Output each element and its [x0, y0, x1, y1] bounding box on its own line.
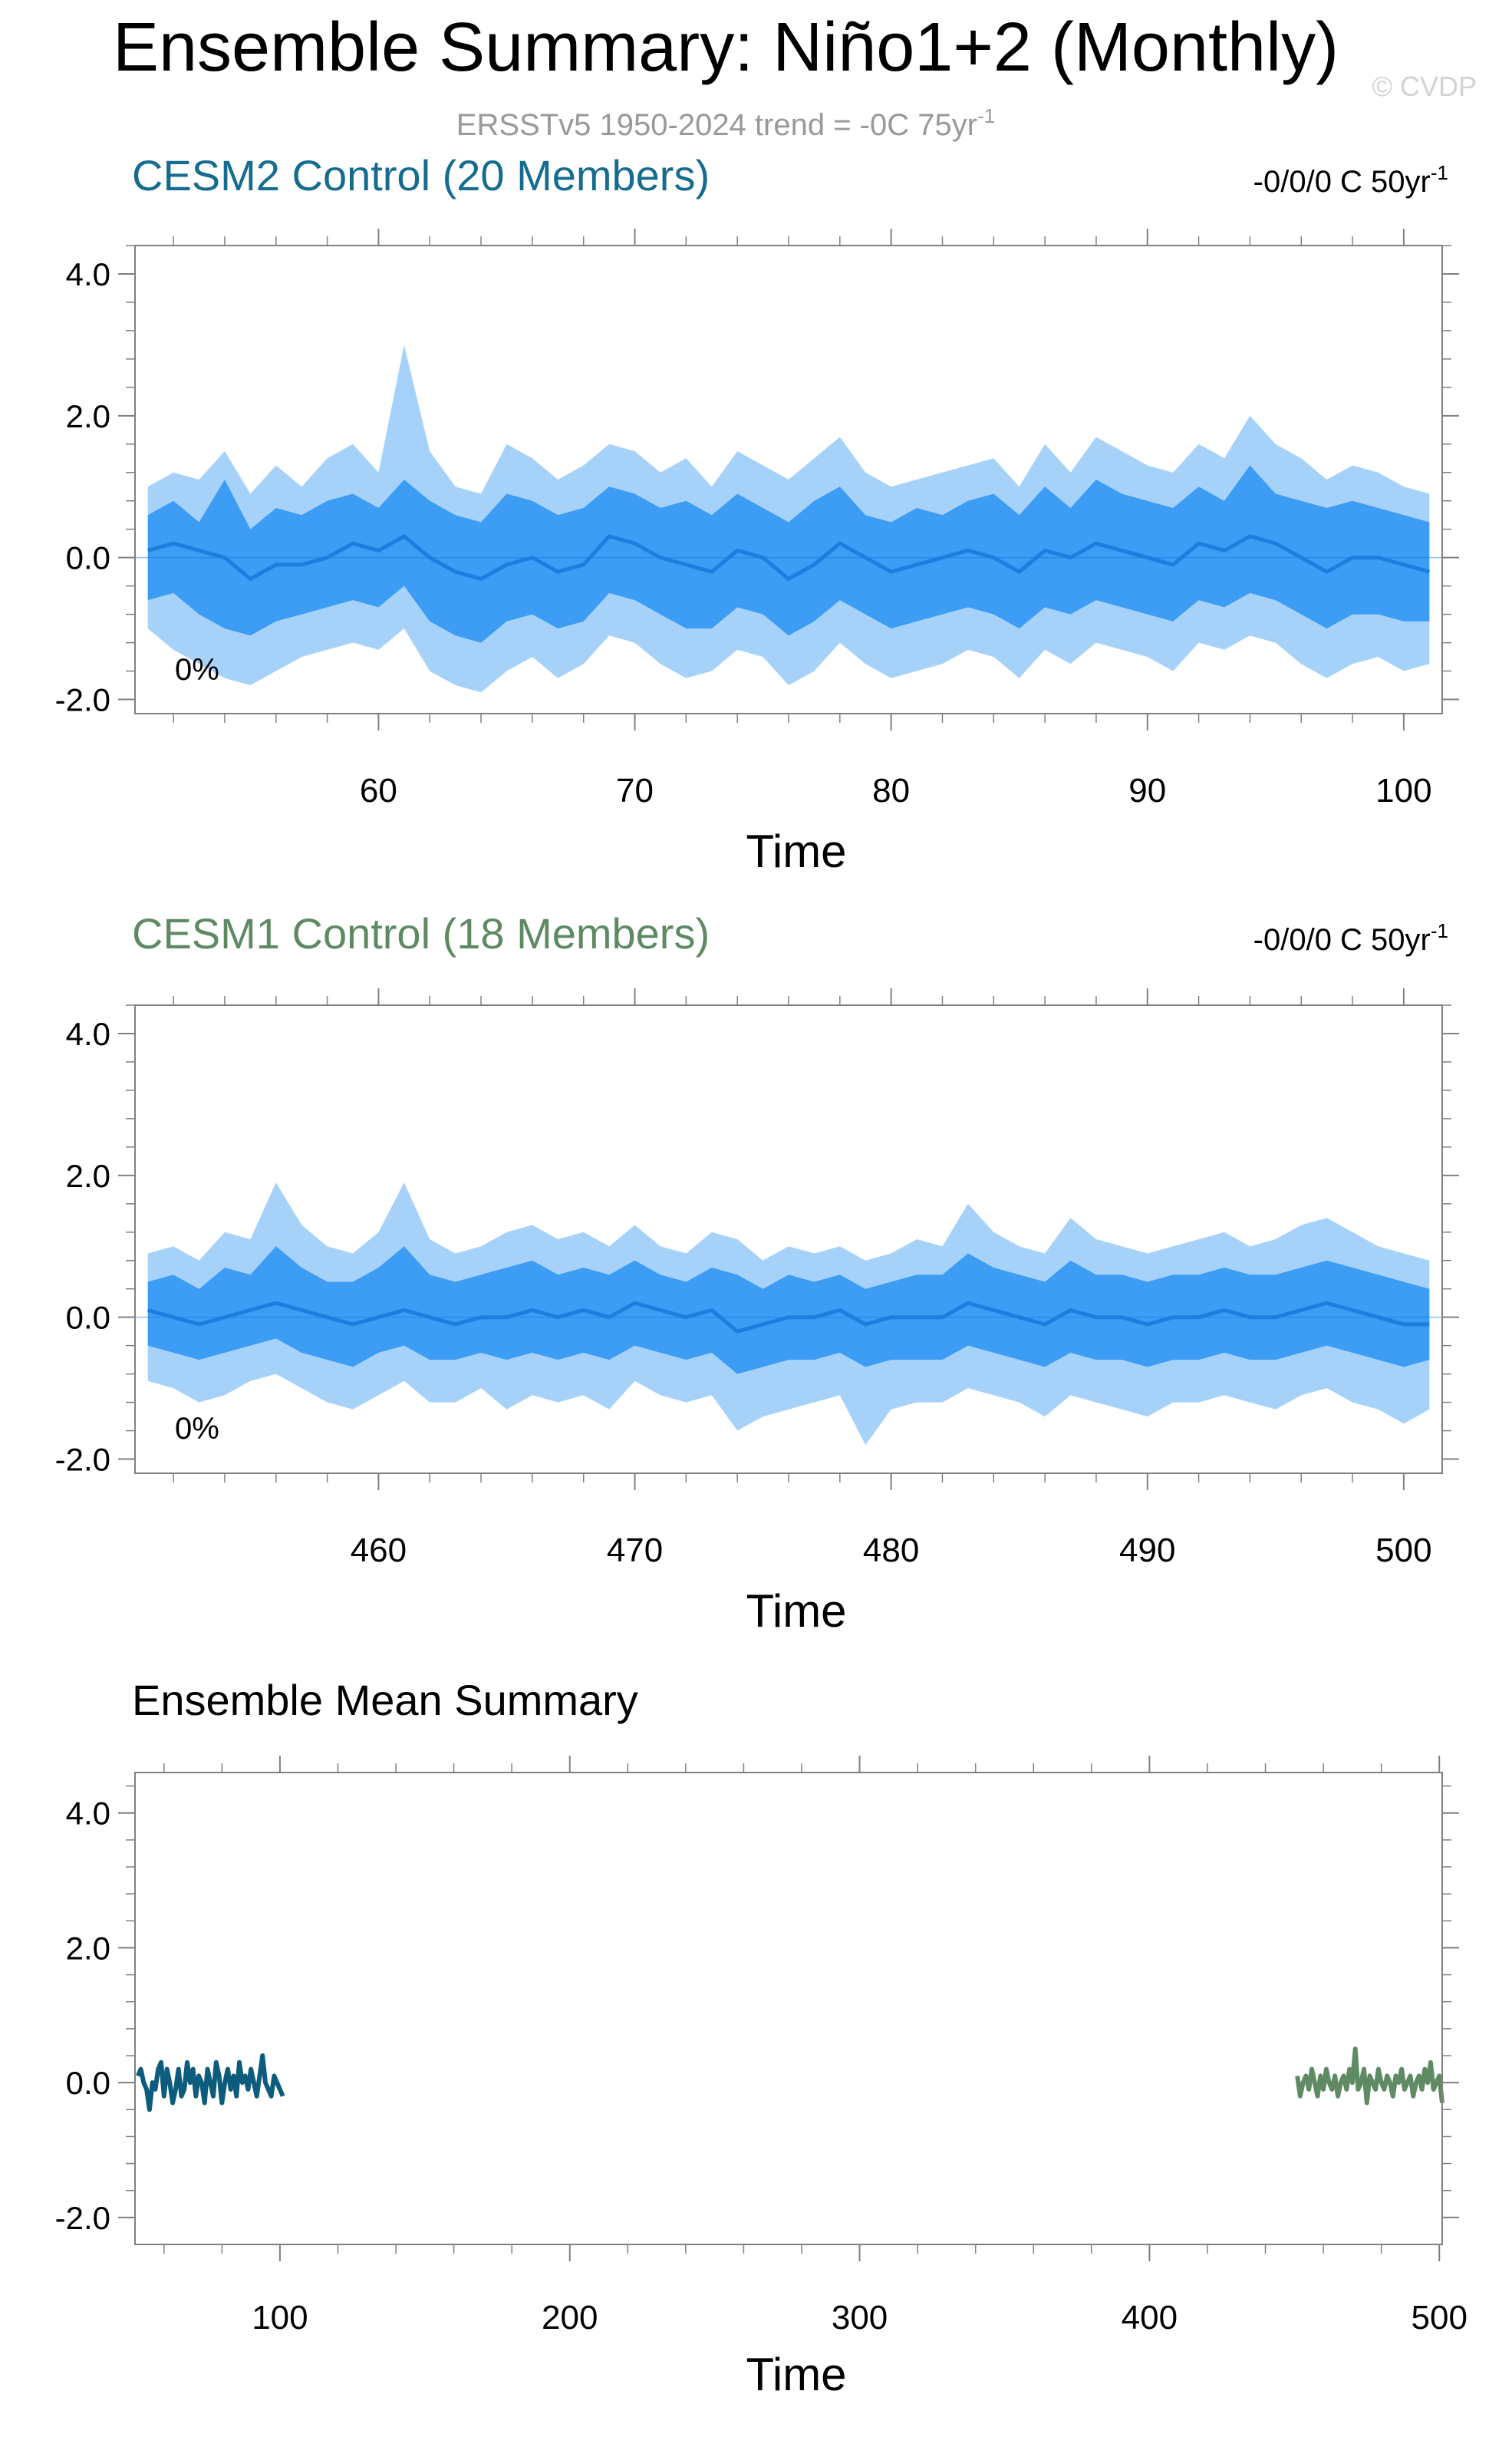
ensemble-mean-series-line — [1295, 2046, 1444, 2106]
x-tick-label: 100 — [252, 2299, 308, 2337]
figure-subtitle: ERSSTv5 1950-2024 trend = -0C 75yr-1 — [456, 104, 995, 142]
cesm1-control-panel: CESM1 Control (18 Members) -0/0/0 C 50yr-… — [55, 909, 1459, 1637]
percent-label: 0% — [175, 653, 219, 687]
x-tick-label: 60 — [360, 772, 397, 810]
percent-label: 0% — [175, 1412, 219, 1446]
x-tick-label: 80 — [872, 772, 910, 810]
panel-title: CESM1 Control (18 Members) — [132, 909, 710, 958]
plot-frame — [134, 1772, 1443, 2245]
y-tick-label: -2.0 — [55, 1442, 110, 1478]
panel-title: Ensemble Mean Summary — [132, 1676, 638, 1724]
x-tick-label: 470 — [607, 1532, 663, 1569]
x-tick-label: 300 — [832, 2299, 888, 2337]
x-tick-label: 460 — [351, 1532, 407, 1569]
y-tick-label: 0.0 — [66, 2065, 110, 2101]
trend-value: -0/0/0 C 50yr — [1253, 923, 1431, 957]
subtitle-superscript: -1 — [977, 104, 995, 127]
x-tick-label: 500 — [1412, 2299, 1468, 2337]
x-tick-label: 200 — [542, 2299, 598, 2337]
ensemble-interquartile-band — [147, 465, 1430, 643]
trend-value: -0/0/0 C 50yr — [1253, 165, 1431, 199]
x-axis-label: Time — [746, 2349, 846, 2400]
x-tick-label: 490 — [1119, 1532, 1175, 1569]
y-tick-label: 2.0 — [66, 398, 110, 434]
ensemble-mean-line — [147, 533, 1430, 582]
x-tick-label: 90 — [1128, 772, 1166, 810]
y-tick-label: -2.0 — [55, 682, 110, 718]
cvdp-watermark: © CVDP — [1372, 71, 1477, 102]
y-tick-label: 0.0 — [66, 1300, 110, 1336]
x-tick-label: 400 — [1122, 2299, 1178, 2337]
trend-text: -0/0/0 C 50yr-1 — [1253, 161, 1448, 199]
y-tick-label: 2.0 — [66, 1158, 110, 1194]
y-tick-label: 0.0 — [66, 540, 110, 576]
x-axis-label: Time — [746, 826, 846, 877]
figure-title: Ensemble Summary: Niño1+2 (Monthly) — [113, 9, 1339, 86]
panel-title: CESM2 Control (20 Members) — [132, 151, 710, 200]
ensemble-mean-summary-panel: Ensemble Mean Summary 4.0 2.0 0.0 -2.0 100 200… — [55, 1676, 1468, 2400]
y-tick-label: 4.0 — [66, 1016, 110, 1052]
y-tick-label: 4.0 — [66, 1796, 110, 1832]
x-tick-label: 500 — [1375, 1532, 1431, 1569]
y-tick-label: 4.0 — [66, 256, 110, 292]
ensemble-interquartile-band — [147, 1246, 1430, 1374]
x-axis-label: Time — [746, 1585, 846, 1637]
y-tick-label: -2.0 — [55, 2200, 110, 2236]
trend-text: -0/0/0 C 50yr-1 — [1253, 919, 1448, 957]
ensemble-mean-series-line — [136, 2053, 285, 2112]
x-tick-label: 480 — [863, 1532, 919, 1569]
subtitle-text: ERSSTv5 1950-2024 trend = -0C 75yr — [456, 108, 977, 142]
x-tick-label: 70 — [616, 772, 654, 810]
trend-superscript: -1 — [1431, 919, 1448, 942]
y-tick-label: 2.0 — [66, 1930, 110, 1966]
trend-superscript: -1 — [1431, 161, 1448, 184]
x-tick-label: 100 — [1375, 772, 1431, 810]
cesm2-control-panel: CESM2 Control (20 Members) -0/0/0 C 50yr-… — [55, 151, 1459, 877]
